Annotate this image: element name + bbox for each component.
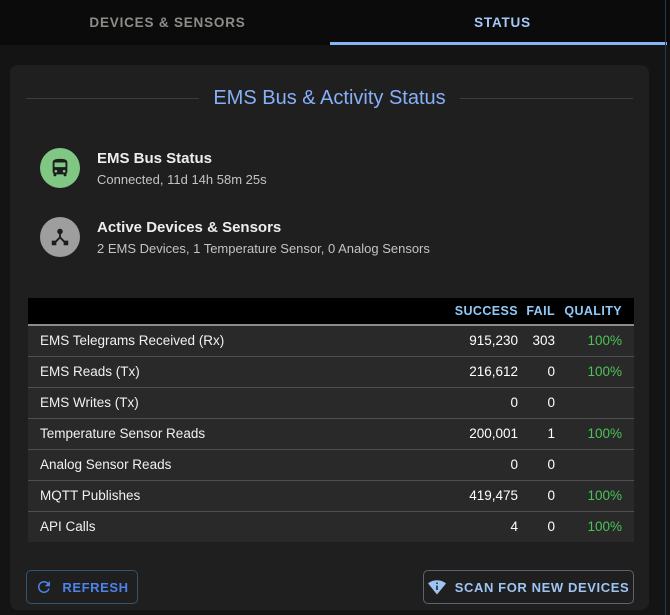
- fail-value: 0: [547, 519, 555, 535]
- column-header-fail: FAIL: [526, 304, 555, 318]
- quality-value: 100%: [587, 364, 622, 379]
- row-label: EMS Writes (Tx): [40, 395, 139, 410]
- status-panel: EMS Bus & Activity Status EMS Bus Status…: [10, 65, 649, 610]
- refresh-button[interactable]: REFRESH: [26, 570, 138, 604]
- active-devices-title: Active Devices & Sensors: [97, 218, 282, 236]
- fail-value: 1: [547, 426, 555, 441]
- table-row: Temperature Sensor Reads 200,001 1 100%: [28, 418, 634, 449]
- success-value: 419,475: [469, 488, 518, 503]
- window-edge-line: [665, 0, 666, 615]
- column-header-quality: QUALITY: [564, 304, 622, 318]
- quality-value: 100%: [587, 333, 622, 349]
- stats-table-header-row: SUCCESS FAIL QUALITY: [28, 298, 634, 325]
- row-label: MQTT Publishes: [40, 488, 141, 503]
- success-value: 216,612: [469, 364, 518, 379]
- active-devices-item: Active Devices & Sensors 2 EMS Devices, …: [40, 217, 430, 257]
- fail-value: 303: [532, 333, 555, 349]
- panel-title-row: EMS Bus & Activity Status: [26, 87, 633, 110]
- row-label: Temperature Sensor Reads: [40, 426, 206, 441]
- row-label: EMS Reads (Tx): [40, 364, 140, 379]
- refresh-icon: [38, 581, 51, 593]
- table-row: MQTT Publishes 419,475 0 100%: [28, 480, 634, 511]
- table-row: EMS Reads (Tx) 216,612 0 100%: [28, 356, 634, 387]
- refresh-button-label: REFRESH: [62, 579, 129, 595]
- success-value: 0: [510, 395, 518, 410]
- quality-value: [555, 449, 634, 480]
- column-header-success: SUCCESS: [454, 304, 518, 318]
- tab-bar: DEVICES & SENSORS STATUS: [0, 0, 670, 45]
- ems-bus-status-subtitle: Connected, 11d 14h 58m 25s: [97, 171, 267, 187]
- tab-status[interactable]: STATUS: [474, 15, 531, 30]
- ems-bus-status-item: EMS Bus Status Connected, 11d 14h 58m 25…: [40, 148, 267, 188]
- row-label: API Calls: [40, 519, 96, 535]
- fail-value: 0: [547, 457, 555, 472]
- scan-for-new-devices-button[interactable]: SCAN FOR NEW DEVICES: [423, 570, 634, 604]
- quality-value: 100%: [587, 519, 622, 535]
- device-hub-icon: [40, 217, 80, 257]
- row-label: EMS Telegrams Received (Rx): [40, 333, 225, 349]
- success-value: 0: [510, 457, 518, 472]
- scan-wifi-icon: [427, 580, 446, 595]
- success-value: 915,230: [469, 333, 518, 349]
- table-row: EMS Writes (Tx) 0 0: [28, 387, 634, 418]
- bus-icon: [40, 148, 80, 188]
- scan-button-label: SCAN FOR NEW DEVICES: [454, 579, 630, 595]
- row-label: Analog Sensor Reads: [40, 457, 172, 472]
- success-value: 200,001: [469, 426, 518, 441]
- fail-value: 0: [547, 395, 555, 410]
- table-row: EMS Telegrams Received (Rx) 915,230 303 100…: [28, 325, 634, 356]
- fail-value: 0: [547, 488, 555, 503]
- table-row: API Calls 4 0 100%: [28, 511, 634, 542]
- quality-value: 100%: [587, 426, 622, 441]
- page-title: EMS Bus & Activity Status: [213, 87, 446, 109]
- title-divider-right: [459, 98, 633, 99]
- stats-table: SUCCESS FAIL QUALITY EMS Telegrams Recei…: [28, 298, 634, 542]
- table-row: Analog Sensor Reads 0 0: [28, 449, 634, 480]
- active-devices-subtitle: 2 EMS Devices, 1 Temperature Sensor, 0 A…: [97, 240, 430, 256]
- tab-devices-sensors[interactable]: DEVICES & SENSORS: [89, 15, 246, 30]
- quality-value: 100%: [587, 488, 622, 503]
- stats-header-spacer: [28, 298, 408, 325]
- active-tab-underline: [330, 42, 667, 45]
- fail-value: 0: [547, 364, 555, 379]
- success-value: 4: [510, 519, 518, 535]
- ems-bus-status-text: EMS Bus Status Connected, 11d 14h 58m 25…: [97, 150, 267, 187]
- quality-value: [555, 387, 634, 418]
- active-devices-text: Active Devices & Sensors 2 EMS Devices, …: [97, 219, 430, 256]
- ems-bus-status-title: EMS Bus Status: [97, 149, 213, 167]
- stats-table-body: EMS Telegrams Received (Rx) 915,230 303 100…: [28, 325, 634, 542]
- title-divider-left: [26, 98, 200, 99]
